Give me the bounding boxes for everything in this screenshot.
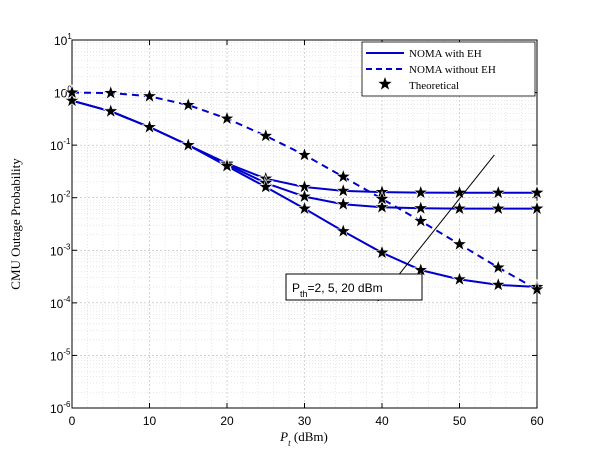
y-tick-exponent: -2 <box>63 190 71 199</box>
legend-label-theoretical: Theoretical <box>409 80 459 92</box>
legend-label-with-eh: NOMA with EH <box>409 48 482 60</box>
theoretical-star-marker <box>335 182 352 198</box>
y-tick-label: 10-5 <box>50 347 71 363</box>
theoretical-star-marker <box>64 84 80 100</box>
theoretical-star-marker <box>529 184 545 200</box>
annotation-box <box>285 273 423 301</box>
y-tick-base: 10 <box>50 192 64 206</box>
x-tick-label: 30 <box>298 414 312 428</box>
y-axis-label: CMU Outage Probability <box>8 158 23 290</box>
theoretical-star-marker <box>529 281 545 297</box>
x-tick-label: 40 <box>375 414 389 428</box>
y-tick-exponent: -4 <box>63 295 71 304</box>
x-tick-label: 60 <box>530 414 544 428</box>
x-axis-label-sub: t <box>288 438 291 448</box>
y-tick-exponent: -5 <box>63 347 71 356</box>
y-tick-exponent: -3 <box>63 242 71 251</box>
y-tick-exponent: -6 <box>63 400 71 409</box>
theoretical-star-marker <box>219 157 235 173</box>
theoretical-star-marker <box>335 195 352 212</box>
legend-label-without-eh: NOMA without EH <box>409 64 496 76</box>
legend: NOMA with EH NOMA without EH Theoretical <box>361 41 536 97</box>
y-tick-label: 10-4 <box>50 295 71 311</box>
theoretical-star-marker <box>180 96 197 112</box>
theoretical-star-marker <box>412 212 429 228</box>
annotation-sub: th <box>300 289 308 299</box>
x-tick-label: 0 <box>69 414 76 428</box>
theoretical-star-marker <box>412 261 429 277</box>
x-tick-label: 50 <box>453 414 467 428</box>
theoretical-star-marker <box>374 190 390 206</box>
theoretical-star-marker <box>180 136 197 152</box>
theoretical-star-marker <box>102 102 119 119</box>
theoretical-star-marker <box>257 127 274 143</box>
threshold-annotation: Pth=2, 5, 20 dBm <box>285 154 495 302</box>
theoretical-star-marker <box>374 244 390 260</box>
annotation-values: =2, 5, 20 dBm <box>308 281 383 295</box>
theoretical-star-marker <box>451 184 468 200</box>
theoretical-star-marker <box>490 276 507 292</box>
y-tick-base: 10 <box>50 244 64 258</box>
theoretical-star-marker <box>102 84 119 100</box>
y-tick-label: 10-2 <box>50 190 71 206</box>
theoretical-star-marker <box>451 270 468 287</box>
theoretical-star-marker <box>490 259 507 275</box>
theoretical-star-marker <box>412 184 429 200</box>
y-tick-base: 10 <box>50 139 64 153</box>
x-tick-label: 10 <box>143 414 157 428</box>
theoretical-star-marker <box>490 184 507 200</box>
y-tick-label: 10-1 <box>50 137 71 153</box>
x-tick-label: 20 <box>220 414 234 428</box>
theoretical-star-marker <box>335 168 352 184</box>
theoretical-star-marker <box>296 188 313 204</box>
theoretical-star-marker <box>335 222 352 239</box>
theoretical-star-marker <box>296 200 313 216</box>
y-tick-label: 10-6 <box>50 400 71 416</box>
theoretical-star-marker <box>529 200 545 216</box>
theoretical-star-marker <box>141 87 158 104</box>
theoretical-star-marker <box>257 178 274 194</box>
theoretical-star-marker <box>64 92 80 108</box>
theoretical-star-marker <box>219 110 235 126</box>
y-tick-exponent: 1 <box>67 32 72 41</box>
x-axis-label-unit: (dBm) <box>291 429 328 444</box>
theoretical-star-marker <box>374 198 390 215</box>
theoretical-star-marker <box>412 199 429 216</box>
y-tick-base: 10 <box>50 349 64 363</box>
theoretical-star-marker <box>296 146 313 162</box>
x-axis-ticks: 0 10 20 30 40 50 60 <box>69 40 544 428</box>
y-tick-label: 101 <box>54 32 72 48</box>
y-tick-base: 10 <box>50 402 64 416</box>
x-axis-label: Pt (dBm) <box>279 429 328 448</box>
y-tick-base: 10 <box>50 297 64 311</box>
y-tick-label: 10-3 <box>50 242 71 258</box>
theoretical-star-marker <box>451 235 468 252</box>
y-tick-base: 10 <box>54 34 68 48</box>
y-tick-exponent: 0 <box>67 85 72 94</box>
theoretical-star-marker <box>490 200 507 216</box>
legend-star-marker <box>378 77 392 90</box>
legend-star-icon <box>378 77 392 90</box>
theoretical-star-marker <box>451 200 468 216</box>
x-axis-label-p: P <box>279 429 288 444</box>
annotation-p: P <box>292 281 300 295</box>
theoretical-star-marker <box>141 118 158 134</box>
theoretical-markers <box>64 84 545 297</box>
annotation-text: Pth=2, 5, 20 dBm <box>292 281 383 299</box>
y-tick-exponent: -1 <box>63 137 71 146</box>
